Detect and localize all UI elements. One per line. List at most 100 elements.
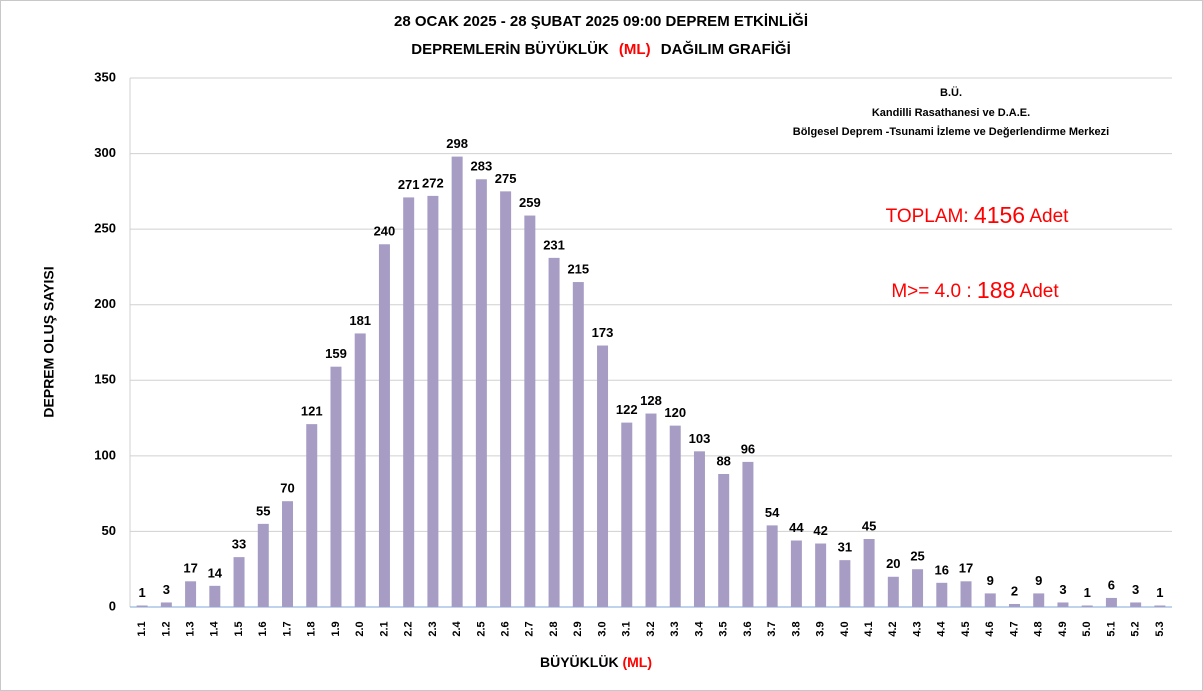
strong-unit: Adet bbox=[1020, 281, 1060, 302]
total-label: TOPLAM: bbox=[886, 206, 969, 227]
bar bbox=[912, 569, 924, 607]
strong-annotation: M>= 4.0 : 188 Adet bbox=[891, 277, 1059, 303]
y-tick-label: 0 bbox=[109, 598, 116, 613]
x-tick-label: 4.0 bbox=[839, 621, 851, 636]
x-tick-label: 1.7 bbox=[281, 621, 293, 636]
data-label: 121 bbox=[301, 404, 323, 419]
data-label: 128 bbox=[640, 393, 662, 408]
bar bbox=[815, 543, 827, 607]
subtitle-part: DEPREMLERİN BÜYÜKLÜK bbox=[411, 41, 609, 58]
data-label: 173 bbox=[592, 325, 614, 340]
x-label-part: BÜYÜKLÜK bbox=[540, 654, 619, 670]
bar bbox=[233, 557, 245, 607]
subtitle-highlight: (ML) bbox=[619, 41, 651, 58]
data-label: 45 bbox=[862, 518, 876, 533]
data-label: 1 bbox=[1156, 585, 1163, 600]
x-axis-label: BÜYÜKLÜK (ML) bbox=[540, 654, 652, 670]
x-tick-label: 3.9 bbox=[815, 621, 827, 636]
bar bbox=[718, 473, 730, 607]
x-tick-label: 1.5 bbox=[233, 621, 245, 636]
bar bbox=[572, 282, 584, 607]
bar bbox=[887, 576, 899, 607]
x-tick-label: 4.4 bbox=[936, 620, 948, 636]
data-label: 231 bbox=[543, 237, 565, 252]
bar bbox=[1008, 603, 1020, 607]
x-tick-label: 5.3 bbox=[1154, 621, 1166, 636]
x-tick-label: 4.2 bbox=[887, 621, 899, 636]
data-label: 42 bbox=[813, 523, 827, 538]
bar bbox=[1154, 605, 1166, 607]
data-label: 88 bbox=[716, 453, 730, 468]
data-label: 9 bbox=[987, 573, 994, 588]
bar bbox=[427, 195, 439, 608]
y-tick-label: 200 bbox=[94, 296, 116, 311]
data-label: 44 bbox=[789, 520, 804, 535]
x-tick-label: 4.1 bbox=[863, 621, 875, 636]
bar bbox=[839, 560, 851, 607]
data-label: 14 bbox=[208, 565, 223, 580]
bar bbox=[1105, 597, 1117, 607]
bar bbox=[863, 538, 875, 607]
bar bbox=[257, 523, 269, 607]
bar bbox=[524, 215, 536, 608]
bar bbox=[1130, 602, 1142, 607]
data-label: 1 bbox=[138, 585, 145, 600]
y-tick-label: 300 bbox=[94, 145, 116, 160]
data-label: 272 bbox=[422, 175, 444, 190]
y-tick-label: 350 bbox=[94, 69, 116, 84]
x-label-highlight: (ML) bbox=[622, 654, 652, 670]
x-tick-label: 1.8 bbox=[306, 621, 318, 636]
bar bbox=[742, 461, 754, 607]
x-tick-label: 1.2 bbox=[160, 621, 172, 636]
bar bbox=[160, 602, 172, 607]
credit-line: Kandilli Rasathanesi ve D.A.E. bbox=[872, 107, 1030, 119]
bar bbox=[500, 191, 512, 607]
data-label: 16 bbox=[935, 562, 949, 577]
bar bbox=[1033, 593, 1045, 607]
x-tick-label: 3.5 bbox=[718, 621, 730, 636]
x-tick-label: 3.8 bbox=[790, 621, 802, 636]
data-label: 3 bbox=[1132, 582, 1139, 597]
x-tick-label: 4.5 bbox=[960, 621, 972, 636]
data-label: 215 bbox=[567, 261, 589, 276]
data-label: 283 bbox=[471, 159, 493, 174]
bar bbox=[693, 451, 705, 607]
data-label: 122 bbox=[616, 402, 638, 417]
data-label: 33 bbox=[232, 537, 246, 552]
data-label: 271 bbox=[398, 177, 420, 192]
x-tick-label: 3.2 bbox=[645, 621, 657, 636]
y-tick-label: 150 bbox=[94, 372, 116, 387]
data-label: 240 bbox=[374, 224, 396, 239]
subtitle-part: DAĞILIM GRAFİĞİ bbox=[661, 40, 791, 58]
bar bbox=[597, 345, 609, 607]
data-label: 120 bbox=[664, 405, 686, 420]
data-label: 31 bbox=[838, 540, 852, 555]
data-label: 25 bbox=[910, 549, 924, 564]
x-tick-label: 2.9 bbox=[572, 621, 584, 636]
x-tick-label: 2.3 bbox=[427, 621, 439, 636]
bar bbox=[475, 179, 487, 607]
chart-subtitle: DEPREMLERİN BÜYÜKLÜK (ML) DAĞILIM GRAFİĞ… bbox=[411, 40, 791, 58]
x-tick-label: 2.5 bbox=[475, 621, 487, 636]
bar bbox=[185, 581, 197, 607]
data-label: 9 bbox=[1035, 573, 1042, 588]
bar bbox=[548, 257, 560, 607]
x-tick-label: 1.9 bbox=[330, 621, 342, 636]
chart-title: 28 OCAK 2025 - 28 ŞUBAT 2025 09:00 DEPRE… bbox=[394, 12, 808, 30]
credit-line: Bölgesel Deprem -Tsunami İzleme ve Değer… bbox=[793, 125, 1109, 138]
y-tick-label: 50 bbox=[102, 523, 116, 538]
x-tick-label: 3.1 bbox=[621, 621, 633, 636]
y-tick-label: 100 bbox=[94, 447, 116, 462]
bar bbox=[936, 582, 948, 607]
bar bbox=[960, 581, 972, 607]
x-tick-label: 3.4 bbox=[693, 620, 705, 636]
bar bbox=[669, 425, 681, 607]
credit-line: B.Ü. bbox=[940, 86, 962, 99]
x-tick-label: 3.7 bbox=[766, 621, 778, 636]
bar bbox=[1081, 605, 1093, 607]
strong-label: M>= 4.0 : bbox=[891, 281, 971, 302]
bar bbox=[451, 156, 463, 607]
bar bbox=[790, 540, 802, 607]
bar bbox=[354, 333, 366, 607]
data-label: 70 bbox=[280, 481, 294, 496]
